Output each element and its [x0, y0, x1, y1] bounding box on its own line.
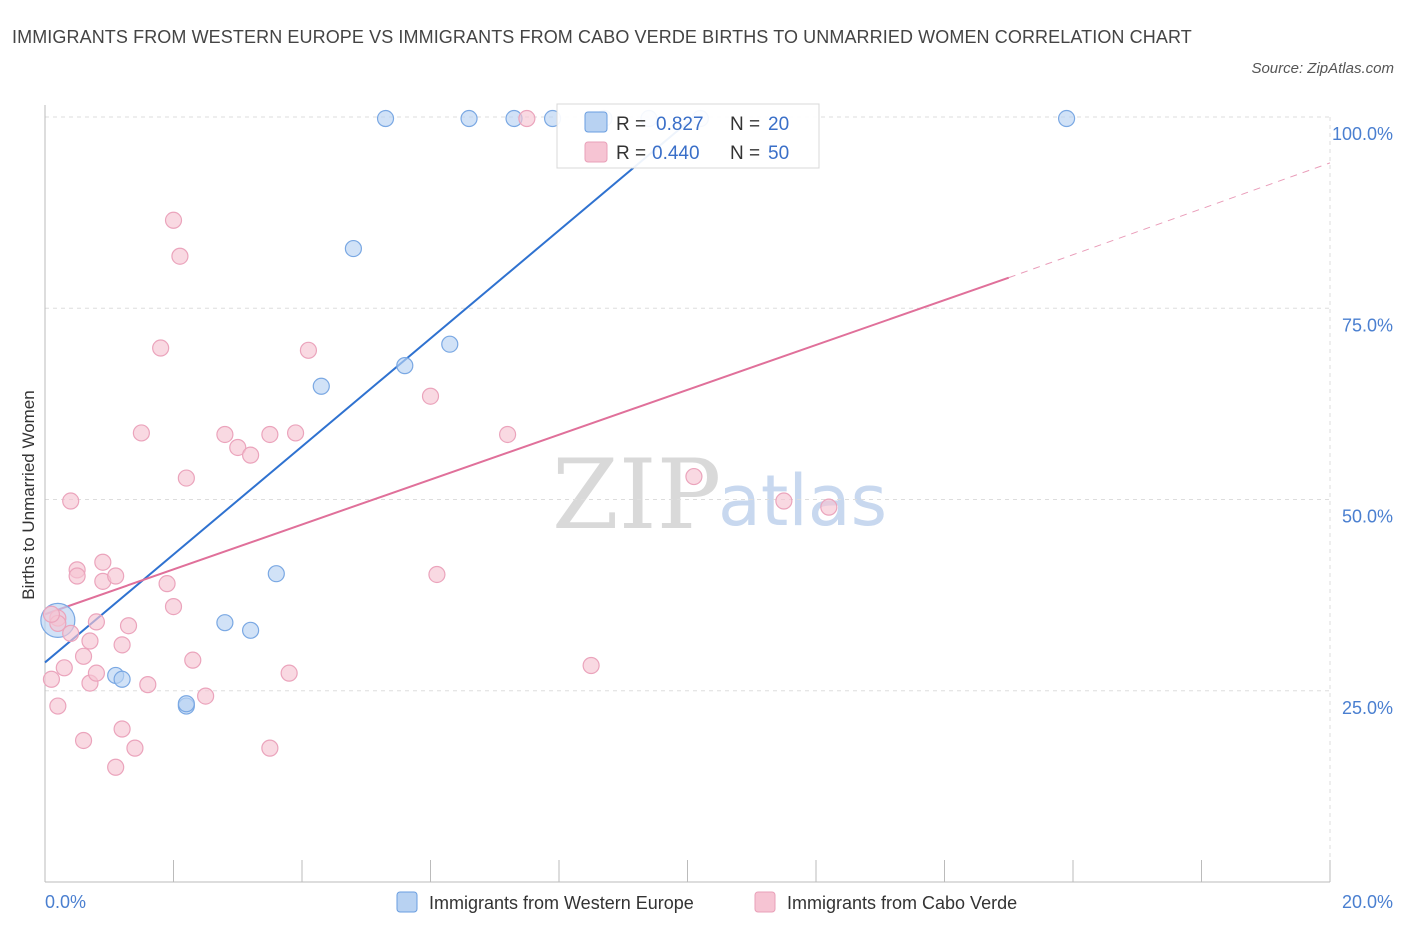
stats-box: R = 0.827 N = 20 R = 0.440 N = 50 [556, 103, 820, 169]
point-cabo-verde-29 [171, 247, 189, 265]
point-cabo-verde-42 [428, 565, 446, 584]
tick-labels: 25.0% 50.0% 75.0% 100.0% 0.0% 20.0% [45, 124, 1393, 912]
stats-n-value-blue: 20 [768, 114, 789, 135]
point-cabo-verde-30 [177, 469, 195, 487]
point-cabo-verde-20 [113, 636, 131, 654]
point-cabo-verde-36 [261, 739, 279, 757]
point-cabo-verde-15 [94, 553, 112, 571]
point-cabo-verde-33 [216, 425, 234, 444]
stats-swatch-blue [584, 111, 608, 133]
stats-n-label-pink: N = [730, 143, 760, 164]
point-cabo-verde-40 [299, 341, 318, 359]
point-cabo-verde-35 [242, 446, 260, 464]
point-cabo-verde-49 [42, 605, 61, 623]
point-cabo-verde-19 [113, 720, 131, 738]
stats-r-label-blue: R = [616, 114, 646, 135]
legend-label-cabo-verde: Immigrants from Cabo Verde [787, 893, 1017, 913]
stats-r-value-blue: 0.827 [656, 114, 704, 135]
stats-r-value-pink: 0.440 [652, 143, 700, 164]
point-cabo-verde-31 [184, 651, 202, 669]
point-cabo-verde-34 [229, 438, 247, 457]
point-western-europe-5 [216, 614, 234, 632]
point-western-europe-2 [113, 670, 131, 688]
point-cabo-verde-8 [68, 567, 86, 585]
y-tick-label-100: 100.0% [1332, 124, 1393, 144]
x-tick-label-min: 0.0% [45, 892, 86, 912]
point-cabo-verde-22 [126, 739, 144, 757]
stats-swatch-pink [584, 141, 608, 163]
point-cabo-verde-10 [74, 647, 93, 665]
point-cabo-verde-24 [139, 676, 157, 694]
trendlines [44, 116, 1331, 664]
source-credit: Source: ZipAtlas.com [1251, 60, 1394, 77]
point-western-europe-7 [267, 565, 285, 583]
x-tick-label-max: 20.0% [1342, 892, 1393, 912]
point-cabo-verde-17 [107, 567, 125, 585]
point-cabo-verde-27 [164, 597, 183, 616]
point-western-europe-19 [1057, 109, 1076, 128]
point-cabo-verde-14 [87, 613, 106, 631]
y-tick-label-25: 25.0% [1342, 698, 1393, 718]
point-cabo-verde-3 [49, 697, 67, 715]
point-cabo-verde-48 [820, 498, 838, 516]
point-cabo-verde-25 [152, 339, 170, 357]
chart-title: IMMIGRANTS FROM WESTERN EUROPE VS IMMIGR… [12, 27, 1192, 47]
trendline-cabo-verde [44, 276, 1010, 616]
point-western-europe-10 [376, 109, 395, 128]
stats-n-value-pink: 50 [768, 143, 789, 164]
point-cabo-verde-23 [132, 424, 150, 442]
point-western-europe-12 [441, 335, 459, 353]
point-cabo-verde-12 [81, 632, 99, 650]
point-cabo-verde-47 [775, 492, 793, 510]
legend: Immigrants from Western Europe Immigrant… [396, 891, 1017, 913]
point-cabo-verde-44 [518, 109, 536, 128]
legend-swatch-western-europe [396, 891, 418, 913]
trendline-extension-cabo-verde [1008, 162, 1331, 279]
point-cabo-verde-26 [158, 575, 176, 593]
stats-n-label-blue: N = [730, 114, 760, 135]
point-cabo-verde-5 [62, 624, 80, 642]
legend-label-western-europe: Immigrants from Western Europe [429, 893, 694, 913]
axes [44, 105, 1331, 883]
point-cabo-verde-37 [261, 425, 279, 444]
watermark-atlas: atlas [718, 460, 887, 542]
point-cabo-verde-45 [582, 656, 600, 675]
point-cabo-verde-0 [42, 670, 61, 688]
point-cabo-verde-38 [280, 664, 298, 682]
point-cabo-verde-43 [499, 425, 517, 444]
trendline-western-europe [44, 116, 695, 664]
y-tick-label-75: 75.0% [1342, 315, 1393, 335]
point-cabo-verde-6 [62, 492, 80, 510]
point-western-europe-11 [396, 357, 414, 375]
point-western-europe-6 [242, 621, 260, 639]
watermark: ZIP atlas [552, 439, 887, 551]
point-western-europe-4 [177, 695, 195, 713]
point-western-europe-9 [344, 239, 362, 258]
point-cabo-verde-46 [685, 467, 703, 486]
point-cabo-verde-41 [421, 387, 440, 405]
y-axis-title: Births to Unmarried Women [19, 390, 38, 599]
point-cabo-verde-28 [164, 211, 183, 229]
y-tick-label-50: 50.0% [1342, 507, 1393, 527]
legend-swatch-cabo-verde [754, 891, 776, 913]
stats-r-label-pink: R = [616, 143, 646, 164]
point-cabo-verde-9 [74, 731, 93, 750]
point-cabo-verde-13 [87, 664, 106, 682]
point-cabo-verde-39 [286, 424, 305, 442]
watermark-zip: ZIP [552, 439, 721, 551]
point-western-europe-13 [460, 109, 478, 128]
point-cabo-verde-32 [197, 687, 215, 705]
point-cabo-verde-18 [107, 758, 125, 776]
point-cabo-verde-4 [55, 659, 73, 677]
point-cabo-verde-21 [119, 617, 138, 635]
point-western-europe-8 [312, 377, 330, 395]
